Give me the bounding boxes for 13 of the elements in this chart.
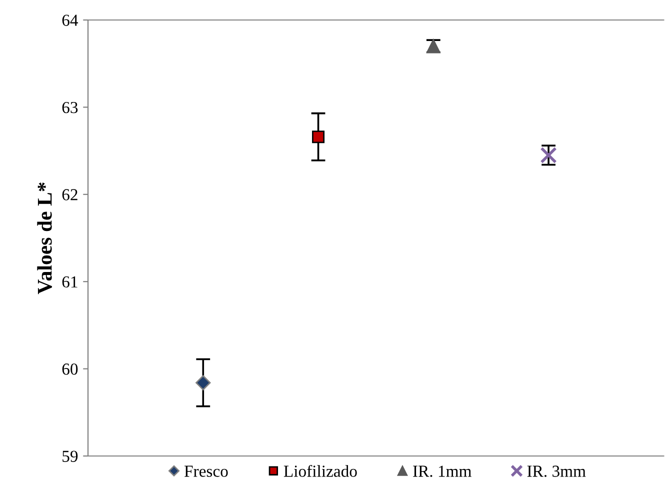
- legend-label: IR. 3mm: [527, 466, 586, 477]
- y-tick-label: 63: [62, 102, 78, 114]
- y-tick-label: 64: [62, 14, 78, 26]
- point: [312, 130, 325, 144]
- y-tick-label: 62: [62, 189, 78, 200]
- point: [196, 375, 211, 390]
- legend-label: Fresco: [184, 466, 228, 477]
- legend-label: IR. 1mm: [413, 466, 472, 477]
- legend-label: Liofilizado: [284, 464, 357, 477]
- y-tick-label: 60: [62, 364, 78, 375]
- y-tick-label: 59: [62, 450, 78, 462]
- y-axis-title: Valoes de L*: [37, 182, 52, 294]
- y-tick-label: 61: [62, 276, 78, 288]
